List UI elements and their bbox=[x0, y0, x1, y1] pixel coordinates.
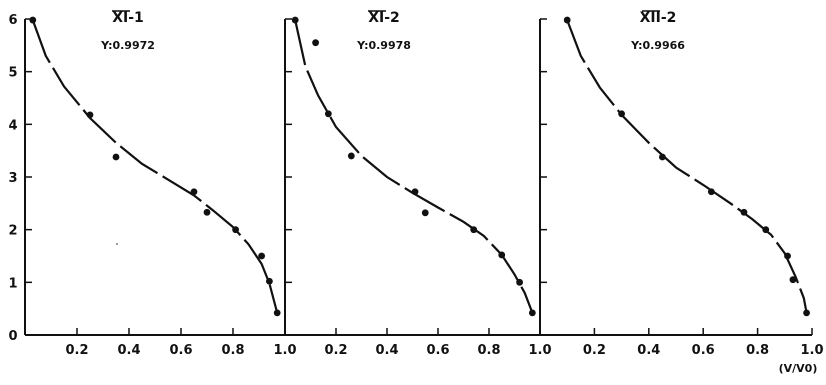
data-point bbox=[498, 251, 506, 259]
panel-title: XII-2 bbox=[640, 10, 677, 26]
x-tick-label: 0.6 bbox=[426, 343, 449, 358]
data-point bbox=[86, 111, 94, 119]
correlation-label: Y:0.9978 bbox=[356, 39, 411, 52]
data-point bbox=[29, 16, 37, 24]
data-point bbox=[411, 188, 419, 196]
fitted-curve bbox=[566, 19, 808, 314]
data-point bbox=[266, 277, 273, 285]
x-tick-label: 0.8 bbox=[746, 343, 769, 358]
x-unit-text: (V/V0) bbox=[779, 362, 818, 375]
data-point bbox=[190, 188, 198, 196]
correlation-label: Y:0.9972 bbox=[100, 39, 155, 52]
data-point bbox=[707, 188, 715, 196]
y-tick-label: 4 bbox=[8, 118, 17, 133]
x-tick-label: 1.0 bbox=[800, 343, 823, 358]
panel-title: XI-2 bbox=[368, 10, 400, 26]
y-tick-label: 2 bbox=[8, 224, 17, 239]
x-tick-label: 0.6 bbox=[169, 343, 192, 358]
panel-title: XI-1 bbox=[112, 10, 144, 26]
panel-2: 0.2 0.4 0.6 0.8 1.0 XI-2 Y:0.9978 bbox=[284, 10, 552, 358]
data-point bbox=[203, 208, 211, 216]
data-point bbox=[232, 226, 240, 234]
x-tick-label: 0.8 bbox=[221, 343, 244, 358]
y-tick-label: 3 bbox=[8, 171, 17, 186]
panel-1: 0 1 2 3 4 5 6 0.2 0.4 0.6 0.8 1.0 XI-1 Y:0.9972 bbox=[8, 10, 296, 358]
data-point bbox=[258, 252, 265, 260]
x-tick-label: 0.2 bbox=[65, 343, 88, 358]
data-point bbox=[324, 110, 332, 118]
x-unit-label: (V/V0) bbox=[779, 362, 818, 375]
data-point bbox=[312, 39, 319, 47]
y-tick-label: 1 bbox=[8, 276, 17, 291]
data-point bbox=[789, 276, 797, 284]
y-tick-label: 5 bbox=[8, 66, 17, 81]
data-point bbox=[291, 16, 299, 24]
x-tick-label: 0.6 bbox=[692, 343, 715, 358]
data-point bbox=[784, 252, 791, 260]
x-tick-label: 0.4 bbox=[117, 343, 140, 358]
data-point bbox=[659, 153, 666, 161]
x-tick-label: 1.0 bbox=[273, 343, 296, 358]
panel-3: 0.2 0.4 0.6 0.8 1.0 XII-2 Y:0.9966 (V/V0) bbox=[539, 10, 824, 375]
data-point bbox=[618, 110, 625, 118]
data-point bbox=[516, 278, 523, 286]
data-point bbox=[762, 226, 770, 234]
x-tick-label: 0.4 bbox=[637, 343, 660, 358]
correlation-label: Y:0.9966 bbox=[630, 39, 685, 52]
data-point bbox=[273, 309, 281, 317]
data-point bbox=[421, 209, 429, 217]
data-point bbox=[528, 309, 536, 317]
y-tick-label: 6 bbox=[8, 13, 17, 28]
scan-speck bbox=[116, 243, 118, 245]
data-point bbox=[470, 226, 478, 234]
x-tick-label: 0.8 bbox=[477, 343, 500, 358]
y-tick-label: 0 bbox=[8, 329, 17, 344]
x-tick-label: 0.2 bbox=[583, 343, 606, 358]
data-point bbox=[803, 309, 810, 317]
data-point bbox=[740, 208, 748, 216]
data-point bbox=[112, 153, 120, 161]
x-tick-label: 1.0 bbox=[528, 343, 551, 358]
data-point bbox=[347, 152, 355, 160]
fitted-curve bbox=[294, 19, 534, 314]
x-tick-label: 0.2 bbox=[324, 343, 347, 358]
data-point bbox=[563, 16, 571, 24]
fitted-curve bbox=[31, 19, 279, 314]
x-tick-label: 0.4 bbox=[375, 343, 398, 358]
